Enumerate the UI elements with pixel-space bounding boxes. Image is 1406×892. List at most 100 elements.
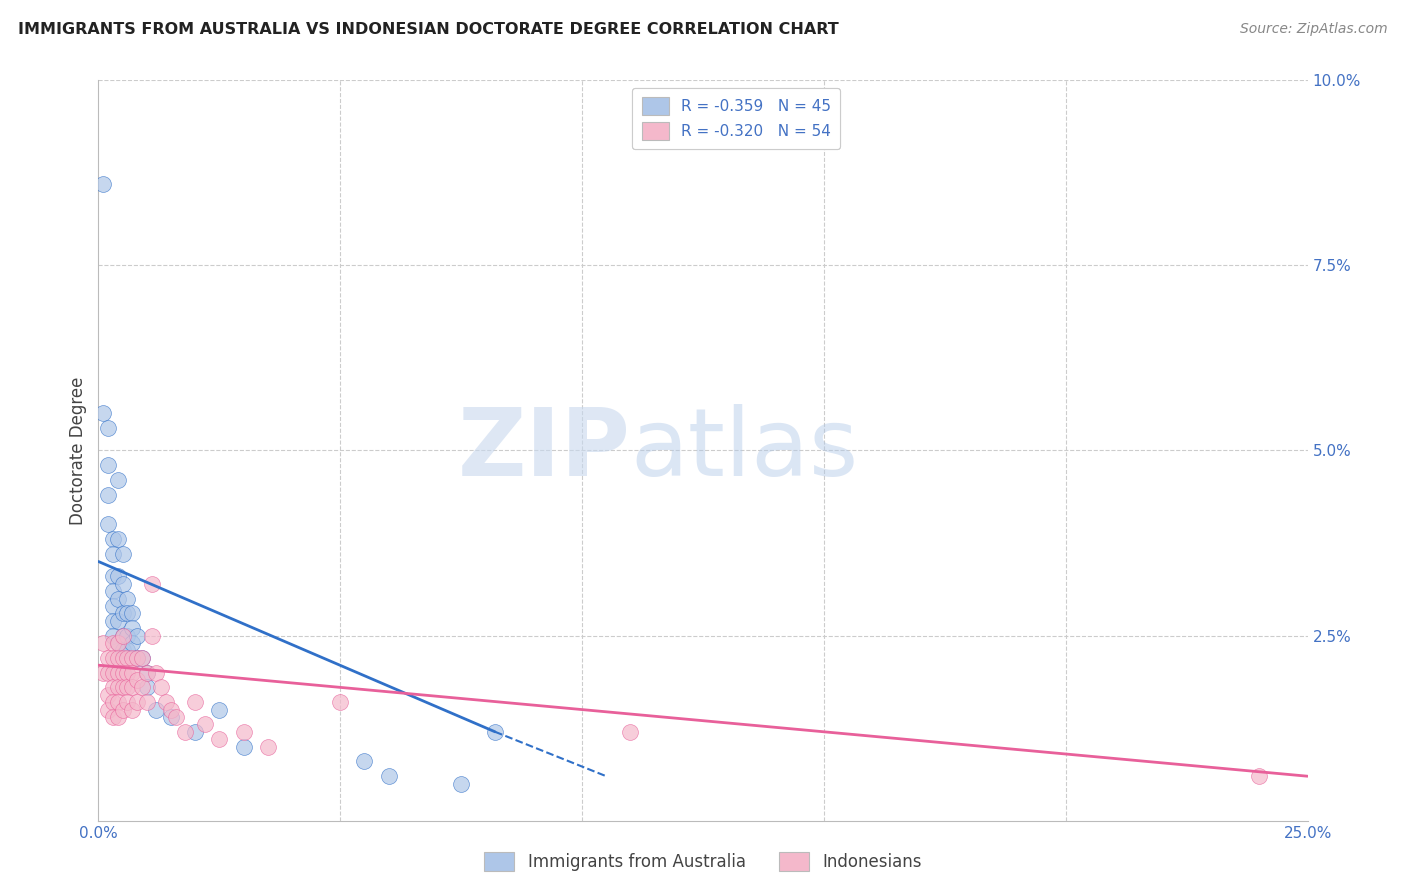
Text: ZIP: ZIP bbox=[457, 404, 630, 497]
Point bbox=[107, 681, 129, 695]
Point bbox=[127, 650, 149, 665]
Point bbox=[121, 621, 143, 635]
Point bbox=[127, 628, 149, 642]
Point bbox=[232, 739, 254, 754]
Point bbox=[117, 695, 139, 709]
Point bbox=[165, 710, 187, 724]
Point bbox=[97, 421, 120, 435]
Point bbox=[127, 695, 149, 709]
Point bbox=[155, 695, 177, 709]
Point bbox=[111, 703, 134, 717]
Point bbox=[121, 681, 143, 695]
Point bbox=[101, 569, 124, 583]
Point bbox=[117, 628, 139, 642]
Point bbox=[329, 695, 352, 709]
Point bbox=[101, 547, 124, 561]
Point bbox=[194, 717, 217, 731]
Point bbox=[256, 739, 278, 754]
Point bbox=[97, 650, 120, 665]
Point bbox=[135, 681, 157, 695]
Point bbox=[117, 650, 139, 665]
Point bbox=[97, 703, 120, 717]
Point bbox=[131, 681, 153, 695]
Point bbox=[121, 650, 143, 665]
Point bbox=[107, 614, 129, 628]
Point bbox=[111, 576, 134, 591]
Point bbox=[121, 703, 143, 717]
Point bbox=[91, 407, 114, 421]
Point bbox=[97, 488, 120, 502]
Point bbox=[121, 665, 143, 680]
Point bbox=[117, 643, 139, 657]
Point bbox=[101, 710, 124, 724]
Point bbox=[131, 650, 153, 665]
Point bbox=[97, 688, 120, 702]
Point bbox=[101, 614, 124, 628]
Point bbox=[107, 665, 129, 680]
Point bbox=[111, 628, 134, 642]
Point bbox=[107, 636, 129, 650]
Point bbox=[117, 591, 139, 606]
Point bbox=[101, 681, 124, 695]
Point bbox=[91, 636, 114, 650]
Point bbox=[107, 591, 129, 606]
Point bbox=[97, 458, 120, 473]
Point bbox=[111, 643, 134, 657]
Point bbox=[111, 607, 134, 621]
Point bbox=[101, 599, 124, 613]
Point bbox=[101, 584, 124, 599]
Point bbox=[117, 665, 139, 680]
Point bbox=[450, 776, 472, 791]
Point bbox=[117, 607, 139, 621]
Point bbox=[111, 628, 134, 642]
Point bbox=[107, 650, 129, 665]
Point bbox=[184, 724, 207, 739]
Point bbox=[160, 710, 183, 724]
Point bbox=[121, 607, 143, 621]
Point bbox=[91, 665, 114, 680]
Point bbox=[232, 724, 254, 739]
Point bbox=[121, 636, 143, 650]
Point bbox=[111, 650, 134, 665]
Point bbox=[184, 695, 207, 709]
Point bbox=[111, 665, 134, 680]
Point bbox=[107, 636, 129, 650]
Point bbox=[107, 569, 129, 583]
Point bbox=[97, 665, 120, 680]
Point bbox=[107, 533, 129, 547]
Point bbox=[174, 724, 197, 739]
Point bbox=[135, 695, 157, 709]
Point bbox=[145, 703, 167, 717]
Point bbox=[150, 681, 173, 695]
Point bbox=[127, 650, 149, 665]
Point bbox=[111, 681, 134, 695]
Point bbox=[619, 724, 641, 739]
Point bbox=[208, 732, 231, 747]
Y-axis label: Doctorate Degree: Doctorate Degree bbox=[69, 376, 87, 524]
Point bbox=[117, 681, 139, 695]
Point bbox=[160, 703, 183, 717]
Point bbox=[127, 673, 149, 687]
Point bbox=[353, 755, 375, 769]
Point bbox=[101, 695, 124, 709]
Legend: R = -0.359   N = 45, R = -0.320   N = 54: R = -0.359 N = 45, R = -0.320 N = 54 bbox=[633, 88, 841, 149]
Point bbox=[101, 628, 124, 642]
Point bbox=[91, 177, 114, 191]
Point bbox=[97, 517, 120, 532]
Text: Source: ZipAtlas.com: Source: ZipAtlas.com bbox=[1240, 22, 1388, 37]
Point bbox=[141, 576, 163, 591]
Point bbox=[101, 650, 124, 665]
Text: atlas: atlas bbox=[630, 404, 859, 497]
Point bbox=[111, 547, 134, 561]
Legend: Immigrants from Australia, Indonesians: Immigrants from Australia, Indonesians bbox=[475, 843, 931, 880]
Point bbox=[107, 710, 129, 724]
Point bbox=[101, 636, 124, 650]
Point bbox=[107, 473, 129, 487]
Point bbox=[135, 665, 157, 680]
Point bbox=[107, 695, 129, 709]
Point bbox=[131, 650, 153, 665]
Point bbox=[135, 665, 157, 680]
Text: IMMIGRANTS FROM AUSTRALIA VS INDONESIAN DOCTORATE DEGREE CORRELATION CHART: IMMIGRANTS FROM AUSTRALIA VS INDONESIAN … bbox=[18, 22, 839, 37]
Point bbox=[484, 724, 506, 739]
Point bbox=[101, 533, 124, 547]
